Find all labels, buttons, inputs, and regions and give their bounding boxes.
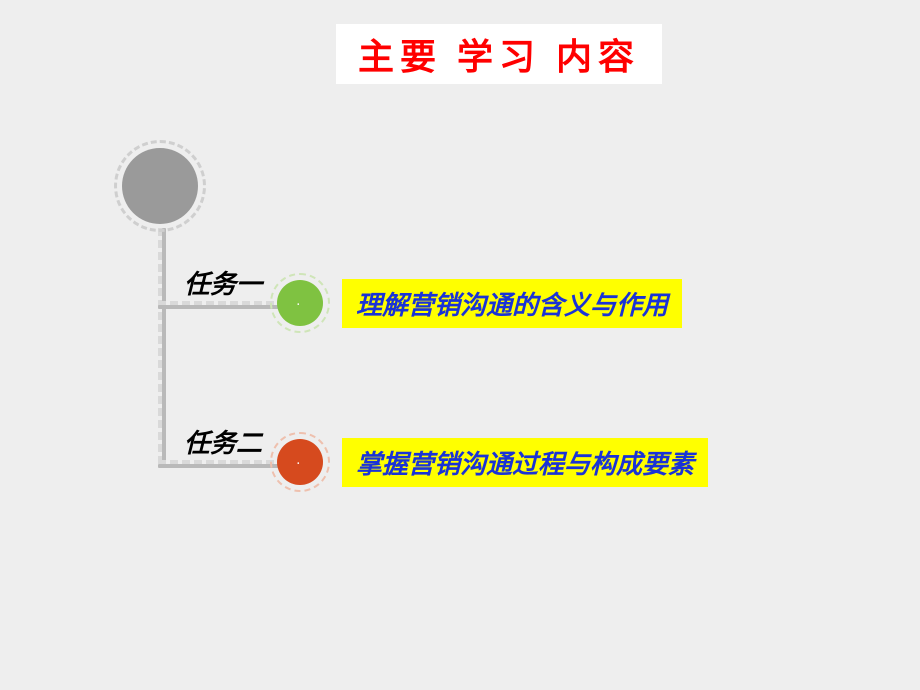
connector-vertical-shadow [162, 228, 166, 464]
connector-h1-shadow [158, 305, 286, 309]
page-title-box: 主要 学习 内容 [336, 24, 662, 84]
item1-circle [277, 280, 323, 326]
item1-dot: . [297, 297, 300, 308]
connector-vertical [158, 228, 162, 464]
task-label-2: 任务二 [184, 423, 262, 460]
item2-desc: 掌握营销沟通过程与构成要素 [356, 450, 694, 479]
task-label-1: 任务一 [184, 264, 262, 301]
connector-h1 [158, 301, 286, 305]
item2-dot: . [297, 456, 300, 467]
page-title: 主要 学习 内容 [358, 37, 640, 77]
item1-desc: 理解营销沟通的含义与作用 [356, 291, 668, 320]
connector-h2 [158, 460, 286, 464]
connector-h2-shadow [158, 464, 286, 468]
item2-desc-box: 掌握营销沟通过程与构成要素 [342, 438, 708, 487]
root-circle [122, 148, 198, 224]
item2-circle [277, 439, 323, 485]
content-diagram: 任务一 . 理解营销沟通的含义与作用 任务二 . 掌握营销沟通过程与构成要素 [110, 148, 860, 478]
item1-desc-box: 理解营销沟通的含义与作用 [342, 279, 682, 328]
